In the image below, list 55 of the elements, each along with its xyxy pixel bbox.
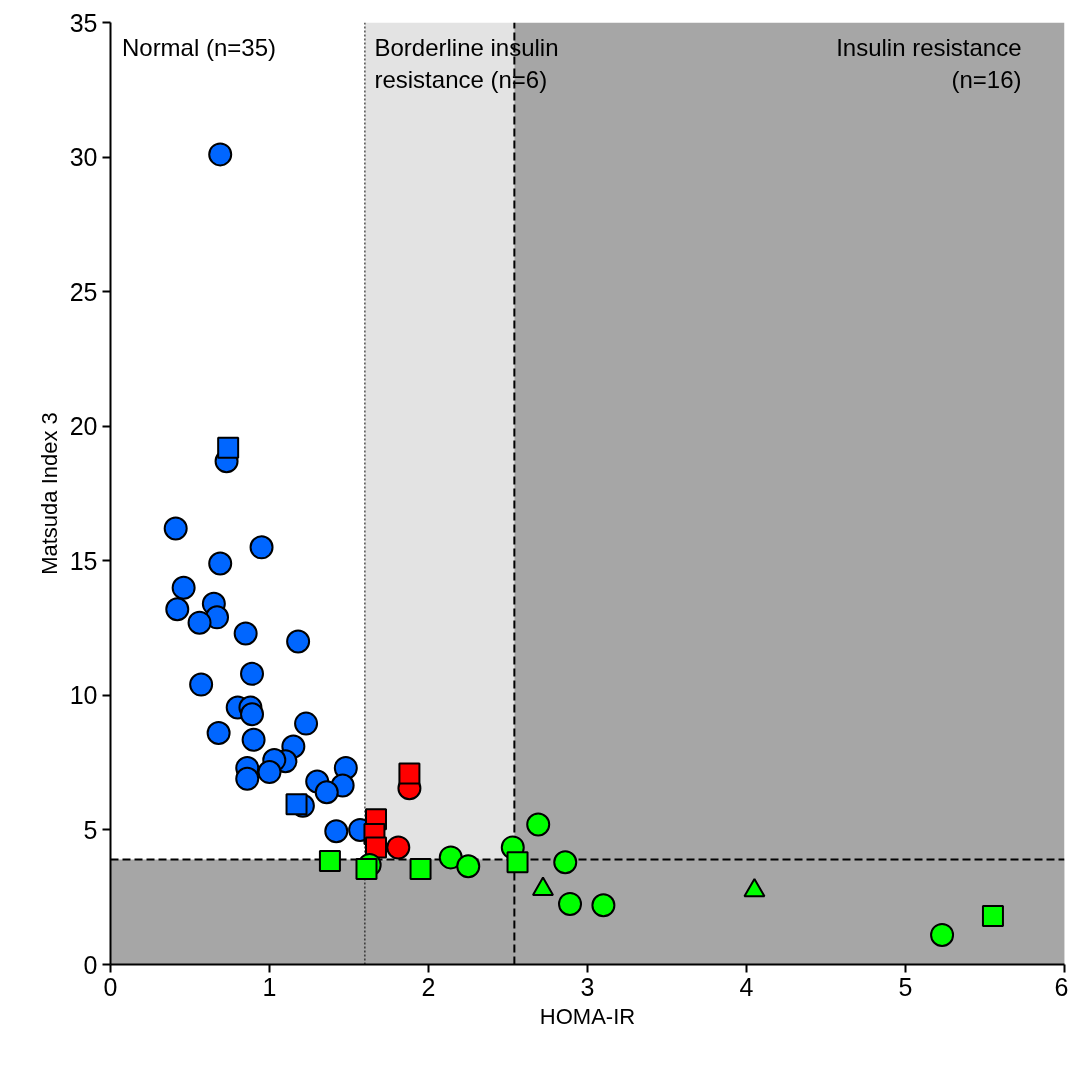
point	[526, 812, 551, 837]
point	[286, 629, 311, 654]
y-tick-label: 15	[69, 546, 98, 575]
y-tick-label: 35	[69, 8, 98, 37]
point	[506, 851, 529, 874]
x-tick-label: 4	[739, 972, 754, 1001]
x-tick-label: 6	[1054, 972, 1068, 1001]
point	[355, 857, 378, 880]
point	[240, 661, 265, 686]
point	[285, 793, 308, 816]
point	[558, 891, 583, 916]
point	[249, 535, 274, 560]
band-label: Insulin resistance (n=16)	[836, 33, 1022, 94]
y-tick-label: 25	[69, 277, 98, 306]
point	[187, 610, 212, 635]
point	[208, 142, 233, 167]
y-axis-title: Matsuda Index 3	[36, 412, 62, 575]
x-tick-label: 0	[103, 972, 118, 1001]
point	[240, 702, 265, 727]
point	[591, 893, 616, 918]
x-tick-label: 2	[421, 972, 436, 1001]
y-tick-label: 30	[69, 143, 98, 172]
point	[189, 672, 214, 697]
point	[208, 551, 233, 576]
point	[257, 760, 282, 785]
x-tick-label: 3	[580, 972, 595, 1001]
point	[206, 721, 231, 746]
point	[398, 762, 421, 785]
point	[163, 516, 188, 541]
point	[981, 905, 1004, 928]
point	[314, 780, 339, 805]
band-label: Borderline insulin resistance (n=6)	[374, 33, 559, 94]
point	[241, 727, 266, 752]
y-tick-label: 10	[69, 681, 98, 710]
point	[324, 819, 349, 844]
point	[930, 922, 955, 947]
point	[456, 854, 481, 879]
y-tick-label: 0	[83, 950, 98, 979]
x-tick-label: 5	[898, 972, 913, 1001]
point	[217, 436, 240, 459]
point	[171, 575, 196, 600]
annotation: Normal (n=35)	[121, 33, 277, 61]
y-tick-label: 20	[69, 412, 98, 441]
point	[165, 597, 190, 622]
point	[553, 850, 578, 875]
point	[294, 711, 319, 736]
point	[438, 845, 463, 870]
x-tick-label: 1	[262, 972, 277, 1001]
x-axis-title: HOMA-IR	[539, 1003, 636, 1029]
y-tick-label: 5	[83, 815, 98, 844]
point	[409, 857, 432, 880]
point	[318, 849, 341, 872]
point	[233, 621, 258, 646]
point	[235, 766, 260, 791]
point	[386, 835, 411, 860]
